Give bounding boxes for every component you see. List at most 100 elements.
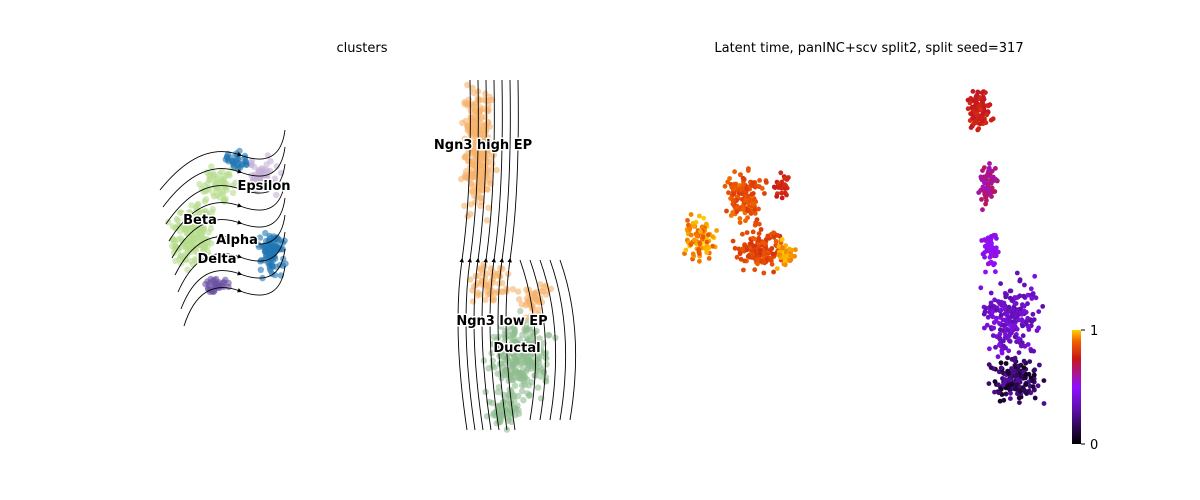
- cell-point: [523, 345, 530, 353]
- cell-point: [1028, 286, 1034, 292]
- cell-point: [467, 276, 474, 283]
- cell-point: [696, 247, 702, 252]
- cell-point: [226, 172, 233, 179]
- cell-point: [479, 170, 486, 177]
- cell-point: [983, 269, 988, 275]
- cell-point: [1006, 348, 1012, 354]
- cell-point: [743, 218, 748, 224]
- cell-point: [756, 221, 762, 227]
- cell-point: [1031, 368, 1037, 374]
- cell-point: [753, 220, 759, 226]
- cell-point: [757, 248, 763, 253]
- cell-point: [775, 233, 780, 238]
- cell-point: [174, 217, 181, 224]
- cell-point: [697, 213, 702, 219]
- cell-point: [241, 182, 248, 189]
- cell-point: [704, 239, 710, 245]
- cell-point: [479, 269, 487, 277]
- cell-point: [986, 191, 991, 196]
- cell-point: [737, 251, 743, 257]
- cluster-label-delta: Delta: [197, 252, 236, 267]
- cell-point: [997, 331, 1003, 337]
- cell-point: [202, 280, 209, 288]
- cell-point: [499, 280, 506, 287]
- cluster-label-ngn3-low-ep: Ngn3 low EP: [456, 314, 547, 329]
- cell-point: [740, 231, 745, 237]
- cell-point: [974, 100, 979, 106]
- cell-point: [980, 251, 986, 257]
- cell-point: [729, 184, 735, 190]
- cell-point: [1009, 381, 1015, 387]
- clusters-points: [165, 81, 559, 433]
- cell-point: [694, 233, 700, 239]
- cell-point: [211, 181, 218, 189]
- cell-point: [229, 189, 237, 196]
- cell-point: [520, 397, 527, 404]
- cell-point: [540, 340, 547, 347]
- cell-point: [765, 233, 771, 239]
- cell-point: [200, 226, 208, 233]
- cell-point: [997, 342, 1002, 348]
- clusters-panel: clusters Epsilon Beta Alpha Delta Ngn3 h…: [159, 41, 577, 433]
- cell-point: [1007, 339, 1013, 344]
- cell-point: [258, 176, 265, 183]
- cell-point: [485, 365, 492, 372]
- cell-point: [746, 166, 751, 172]
- cell-point: [1016, 367, 1021, 373]
- cell-point: [242, 158, 250, 165]
- cell-point: [528, 346, 536, 354]
- cell-point: [778, 170, 784, 176]
- cell-point: [519, 331, 526, 338]
- cell-point: [738, 172, 743, 178]
- cell-point: [1014, 270, 1020, 276]
- cell-point: [991, 253, 997, 259]
- cell-point: [265, 242, 272, 250]
- cell-point: [744, 207, 750, 213]
- cell-point: [207, 225, 215, 232]
- cell-point: [1012, 312, 1018, 318]
- cell-point: [470, 89, 478, 97]
- cell-point: [177, 209, 184, 216]
- cell-point: [1018, 343, 1024, 349]
- cell-point: [779, 190, 784, 196]
- cell-point: [1001, 322, 1006, 328]
- cell-point: [979, 197, 984, 202]
- cell-point: [997, 336, 1003, 341]
- cell-point: [519, 387, 526, 395]
- cell-point: [482, 282, 490, 289]
- cell-point: [732, 245, 738, 251]
- colorbar-gradient: [1072, 330, 1081, 444]
- cell-point: [208, 240, 215, 247]
- cell-point: [461, 202, 468, 209]
- cell-point: [461, 135, 468, 142]
- cell-point: [983, 201, 988, 207]
- cell-point: [990, 309, 995, 315]
- cell-point: [792, 253, 797, 259]
- cell-point: [744, 247, 750, 253]
- cell-point: [1025, 301, 1030, 307]
- cell-point: [525, 324, 532, 331]
- streamline: [162, 146, 286, 208]
- cell-point: [257, 266, 264, 273]
- cell-point: [975, 90, 981, 95]
- cell-point: [737, 220, 743, 226]
- streamline: [481, 79, 495, 431]
- cell-point: [193, 249, 200, 256]
- cell-point: [734, 254, 740, 260]
- cluster-label-ngn3-high-ep: Ngn3 high EP: [434, 138, 532, 153]
- streamline: [174, 214, 286, 276]
- cell-point: [208, 163, 215, 170]
- cell-point: [509, 331, 517, 338]
- cell-point: [1016, 350, 1022, 355]
- cell-point: [734, 209, 740, 215]
- cell-point: [494, 388, 502, 396]
- cell-point: [993, 318, 999, 324]
- cell-point: [472, 281, 480, 289]
- cell-point: [1013, 295, 1019, 301]
- cell-point: [516, 296, 523, 303]
- cell-point: [691, 237, 697, 243]
- cell-point: [196, 234, 203, 241]
- cell-point: [499, 412, 506, 419]
- cell-point: [206, 176, 213, 183]
- cell-point: [769, 261, 775, 267]
